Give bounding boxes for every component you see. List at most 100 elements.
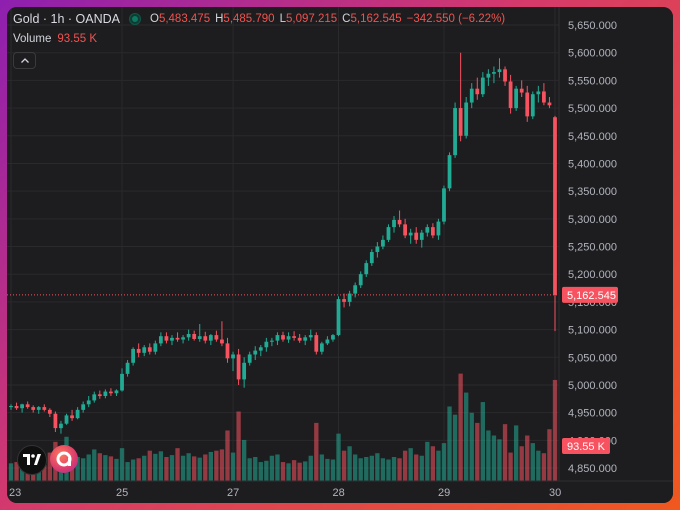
candle-body xyxy=(386,227,391,240)
candle-body xyxy=(325,339,330,344)
candle-body xyxy=(425,227,430,233)
symbol-legend[interactable]: Gold · 1h · OANDA O 5,483.475 H 5,485.79… xyxy=(13,12,510,26)
candle-body xyxy=(9,405,13,408)
low-label: L xyxy=(279,13,286,25)
candle-body xyxy=(319,343,324,352)
volume-bar xyxy=(97,453,102,481)
symbol-title[interactable]: Gold · 1h · OANDA xyxy=(13,12,120,26)
candle-body xyxy=(453,108,457,156)
candle-body xyxy=(36,407,41,410)
volume-bar xyxy=(297,462,302,481)
candle-body xyxy=(270,340,274,342)
candle-body xyxy=(547,102,552,106)
volume-bar xyxy=(8,463,14,481)
candle-body xyxy=(414,232,419,240)
candle-body xyxy=(31,407,36,410)
price-axis-label: 5,300.000 xyxy=(568,214,617,226)
volume-bar xyxy=(447,406,452,481)
volume-legend[interactable]: Volume 93.55 K xyxy=(13,33,97,45)
live-status-icon xyxy=(129,14,140,24)
candle-body xyxy=(464,102,469,136)
candle-body xyxy=(59,423,63,429)
volume-tag[interactable] xyxy=(562,437,610,454)
price-axis-label: 5,350.000 xyxy=(568,186,617,198)
volume-bar xyxy=(391,457,397,481)
chart-frame[interactable]: 4,850.0004,900.0004,950.0005,000.0005,05… xyxy=(7,7,673,503)
volume-bar xyxy=(336,433,341,481)
volume-bar xyxy=(491,435,497,481)
volume-bar xyxy=(258,462,263,481)
candle-body xyxy=(158,336,163,344)
volume-bar xyxy=(386,459,391,481)
volume-bar xyxy=(530,443,535,481)
candle-body xyxy=(336,299,341,336)
volume-bar xyxy=(519,446,524,481)
candle-body xyxy=(25,404,30,408)
volume-bar xyxy=(419,455,424,481)
volume-bar xyxy=(280,462,286,481)
brand-logo-icon[interactable] xyxy=(50,445,78,473)
volume-bar xyxy=(158,451,164,481)
candle-body xyxy=(430,227,435,236)
candle-body xyxy=(20,404,24,409)
candle-body xyxy=(458,108,463,136)
candle-body xyxy=(475,88,480,95)
chart-canvas[interactable]: 4,850.0004,900.0004,950.0005,000.0005,05… xyxy=(7,7,673,503)
close-value: 5,162.545 xyxy=(350,13,402,25)
candle-body xyxy=(103,391,108,397)
volume-bar xyxy=(464,392,469,481)
time-axis-label: 29 xyxy=(438,487,450,499)
volume-bar xyxy=(352,454,358,481)
candle-body xyxy=(131,348,136,363)
candle-body xyxy=(81,404,86,410)
candle-body xyxy=(109,391,113,394)
volume-bar xyxy=(264,460,269,481)
volume-bar xyxy=(186,453,191,481)
volume-bar xyxy=(225,430,230,481)
candle-body xyxy=(553,117,557,295)
volume-bar xyxy=(208,451,214,481)
time-axis-label: 23 xyxy=(9,487,21,499)
volume-bar xyxy=(414,454,419,481)
volume-bar xyxy=(369,455,374,481)
candle-body xyxy=(192,333,197,339)
volume-label: Volume xyxy=(13,33,52,45)
volume-bar xyxy=(42,465,47,481)
volume-bar xyxy=(341,450,347,481)
volume-bar xyxy=(214,450,219,481)
candle-body xyxy=(97,394,102,397)
candle-body xyxy=(303,337,308,341)
candle-body xyxy=(486,73,491,78)
volume-bar xyxy=(441,443,447,481)
last-price-tag[interactable] xyxy=(562,286,618,303)
tradingview-logo-icon[interactable] xyxy=(17,445,47,475)
volume-bar xyxy=(180,455,186,481)
candle-body xyxy=(242,362,247,380)
volume-bar xyxy=(136,458,141,481)
volume-bar xyxy=(547,429,552,481)
candle-body xyxy=(125,362,130,374)
low-value: 5,097.215 xyxy=(286,13,338,25)
volume-bar xyxy=(397,458,402,481)
volume-bar xyxy=(125,462,130,481)
volume-bar xyxy=(325,458,330,481)
time-axis-label: 27 xyxy=(227,487,239,499)
volume-bar xyxy=(269,455,275,481)
volume-bar xyxy=(108,456,114,481)
candle-body xyxy=(236,354,241,380)
candle-body xyxy=(408,232,413,236)
volume-bar xyxy=(541,453,547,481)
volume-bar xyxy=(380,458,386,481)
high-value: 5,485.790 xyxy=(223,13,275,25)
volume-bar xyxy=(402,450,408,481)
volume-bar xyxy=(513,425,519,481)
collapse-legend-button[interactable] xyxy=(13,52,36,69)
candle-body xyxy=(275,335,280,341)
price-axis-label: 5,500.000 xyxy=(568,103,617,115)
candle-body xyxy=(175,337,180,340)
candle-body xyxy=(492,72,496,74)
volume-bar xyxy=(430,446,436,481)
candle-body xyxy=(92,394,97,401)
candle-body xyxy=(42,407,47,410)
candle-body xyxy=(136,348,141,353)
